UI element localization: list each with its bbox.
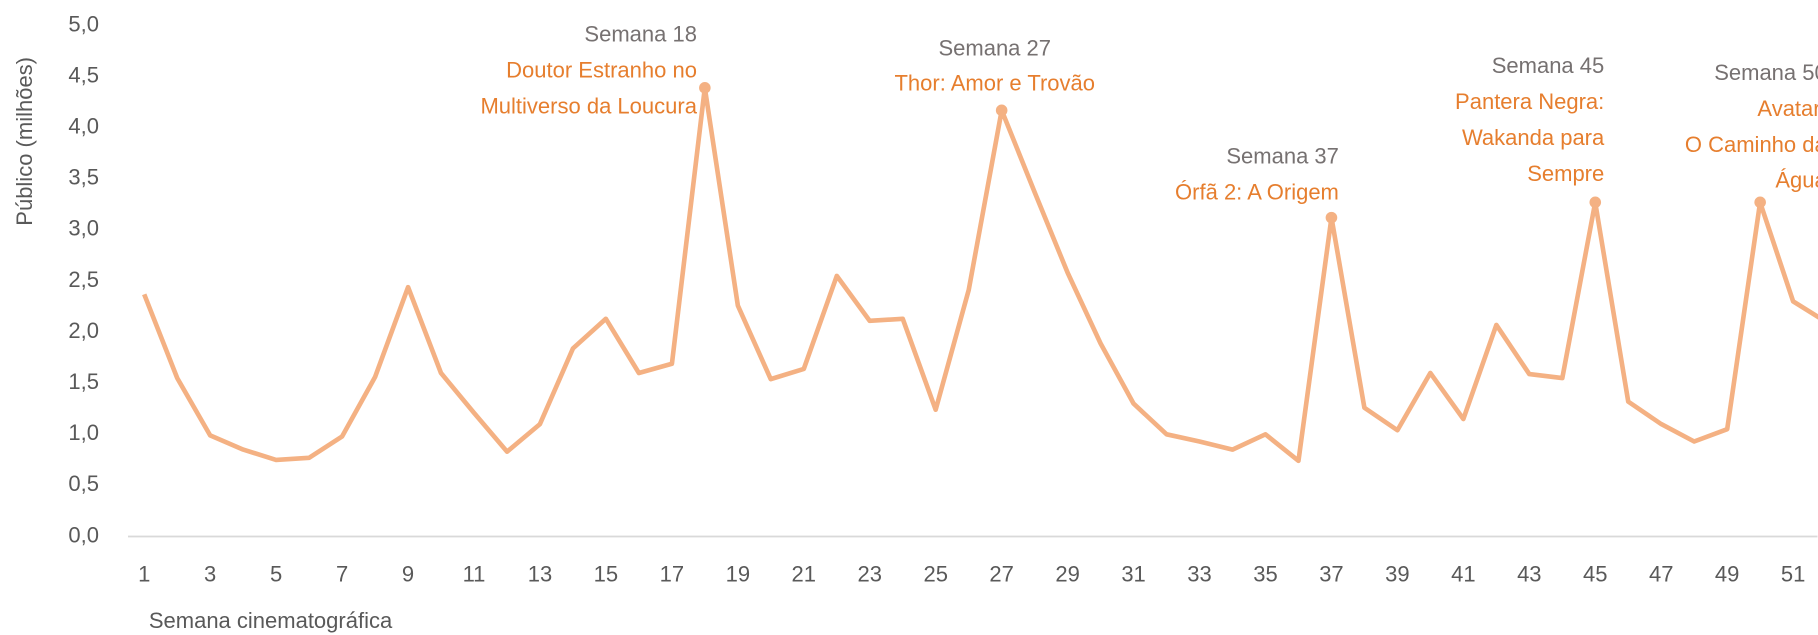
annotation-title: Doutor Estranho no — [506, 58, 697, 83]
annotation-title: O Caminho da — [1685, 132, 1818, 157]
x-tick-label: 13 — [528, 562, 552, 587]
x-tick-label: 45 — [1583, 562, 1607, 587]
y-tick-label: 4,5 — [68, 62, 99, 87]
x-tick-label: 21 — [792, 562, 816, 587]
annotation-title: Água — [1775, 168, 1818, 193]
y-axis-title: Público (milhões) — [12, 57, 37, 226]
x-tick-label: 5 — [270, 562, 282, 587]
y-tick-label: 0,0 — [68, 522, 99, 547]
x-tick-label: 31 — [1121, 562, 1145, 587]
x-axis-title: Semana cinematográfica — [149, 608, 393, 633]
annotation-week: Semana 37 — [1226, 143, 1339, 168]
x-tick-label: 43 — [1517, 562, 1541, 587]
y-tick-label: 0,5 — [68, 471, 99, 496]
x-tick-label: 51 — [1781, 562, 1805, 587]
x-tick-label: 33 — [1187, 562, 1211, 587]
x-tick-label: 35 — [1253, 562, 1277, 587]
peak-marker — [995, 104, 1008, 117]
x-tick-label: 25 — [923, 562, 947, 587]
annotation-title: Sempre — [1527, 161, 1604, 186]
peak-marker — [699, 82, 711, 94]
x-tick-label: 3 — [204, 562, 216, 587]
y-tick-label: 1,5 — [68, 369, 99, 394]
annotation-title: Avatar: — [1757, 96, 1818, 121]
y-tick-label: 2,0 — [68, 318, 99, 343]
annotation-title: Thor: Amor e Trovão — [894, 70, 1095, 95]
y-tick-label: 1,0 — [68, 420, 99, 445]
annotation-week: Semana 45 — [1492, 53, 1605, 78]
annotation-week: Semana 18 — [584, 22, 697, 47]
x-tick-label: 11 — [463, 562, 486, 587]
x-tick-label: 19 — [726, 562, 750, 587]
x-tick-label: 49 — [1715, 562, 1739, 587]
annotation-title: Multiverso da Loucura — [480, 94, 697, 119]
x-tick-label: 47 — [1649, 562, 1673, 587]
y-tick-label: 2,5 — [68, 267, 99, 292]
peak-marker — [1754, 196, 1766, 209]
annotation-week: Semana 27 — [938, 36, 1051, 61]
x-tick-label: 23 — [857, 562, 881, 587]
annotation-week: Semana 50 — [1714, 60, 1818, 85]
annotation-title: Pantera Negra: — [1455, 89, 1604, 114]
x-tick-label: 7 — [336, 562, 348, 587]
y-tick-label: 4,0 — [68, 114, 99, 139]
x-tick-label: 37 — [1319, 562, 1343, 587]
y-tick-label: 3,0 — [68, 216, 99, 241]
annotation-title: Órfã 2: A Origem — [1175, 179, 1339, 204]
peak-marker — [1325, 211, 1338, 224]
x-tick-label: 1 — [138, 562, 150, 587]
x-tick-label: 29 — [1055, 562, 1079, 587]
x-tick-label: 39 — [1385, 562, 1409, 587]
peak-marker — [1589, 196, 1602, 209]
annotation-title: Wakanda para — [1462, 125, 1605, 150]
x-tick-label: 27 — [989, 562, 1013, 587]
data-line — [142, 85, 1818, 464]
x-tick-label: 41 — [1451, 562, 1475, 587]
x-tick-label: 9 — [402, 562, 414, 587]
x-tick-label: 15 — [594, 562, 618, 587]
x-tick-label: 17 — [660, 562, 684, 587]
y-tick-label: 3,5 — [68, 165, 99, 190]
y-tick-label: 5,0 — [68, 11, 99, 36]
